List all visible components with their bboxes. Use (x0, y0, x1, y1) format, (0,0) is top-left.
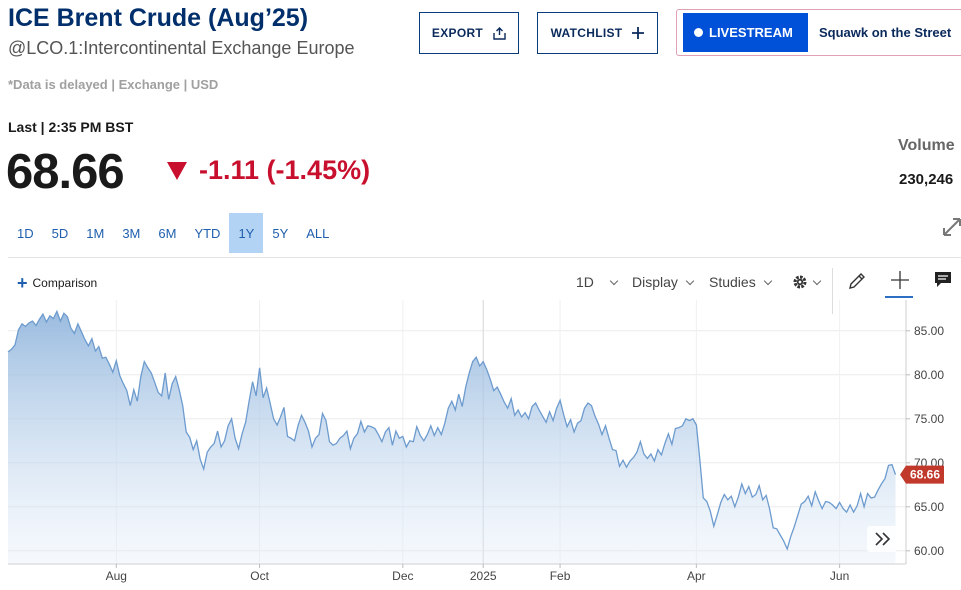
expand-icon[interactable] (941, 213, 961, 239)
volume-value: 230,246 (899, 171, 954, 188)
pencil-icon[interactable] (847, 271, 867, 291)
y-tick-label: 60.00 (914, 544, 944, 558)
chevron-down-icon (812, 276, 822, 285)
last-timestamp: Last | 2:35 PM BST (8, 119, 134, 135)
double-chevron-right-icon (875, 532, 891, 546)
range-1m[interactable]: 1M (86, 225, 105, 241)
crosshair-icon[interactable] (890, 270, 910, 290)
watchlist-label: WATCHLIST (550, 26, 623, 40)
x-tick-label: Jun (830, 569, 849, 583)
interval-dropdown[interactable]: 1D (576, 270, 619, 294)
comment-icon[interactable] (933, 270, 953, 288)
x-tick-label: Apr (687, 569, 706, 583)
chevron-down-icon (685, 276, 695, 285)
chevron-down-icon (609, 276, 619, 285)
range-5d[interactable]: 5D (51, 225, 69, 241)
livestream-show-title[interactable]: Squawk on the Street (819, 25, 952, 40)
delayed-note: *Data is delayed | Exchange | USD (8, 77, 219, 92)
range-3m[interactable]: 3M (122, 225, 141, 241)
x-tick-label: Oct (250, 569, 269, 583)
livestream-label: LIVESTREAM (709, 25, 793, 40)
y-tick-label: 75.00 (914, 412, 944, 426)
last-price-tag-label: 68.66 (910, 468, 940, 482)
range-6m[interactable]: 6M (158, 225, 177, 241)
crosshair-active-indicator (885, 296, 913, 298)
x-tick-label: Dec (392, 569, 413, 583)
plus-icon (632, 27, 645, 39)
plus-icon: + (17, 273, 28, 293)
x-tick-label: 2025 (470, 569, 497, 583)
range-5y[interactable]: 5Y (272, 225, 289, 241)
down-arrow-icon (167, 162, 187, 180)
last-price: 68.66 (6, 145, 125, 199)
watchlist-button[interactable]: WATCHLIST (537, 12, 658, 54)
display-dropdown[interactable]: Display (632, 270, 695, 294)
last-price-tag (900, 465, 944, 484)
gear-icon (793, 275, 807, 289)
y-tick-label: 65.00 (914, 500, 944, 514)
studies-label: Studies (709, 274, 756, 290)
exchange-subtitle: @LCO.1:Intercontinental Exchange Europe (8, 38, 355, 58)
range-all[interactable]: ALL (306, 225, 330, 241)
toolbar-divider (8, 257, 961, 258)
x-tick-label: Feb (550, 569, 571, 583)
settings-dropdown[interactable] (792, 270, 822, 294)
page-title: ICE Brent Crude (Aug’25) (8, 4, 309, 32)
volume-label: Volume (898, 137, 955, 154)
y-tick-label: 85.00 (914, 324, 944, 338)
toolbar-separator (832, 268, 833, 314)
comparison-button[interactable]: + Comparison (17, 273, 98, 293)
studies-dropdown[interactable]: Studies (709, 270, 772, 294)
interval-label: 1D (576, 274, 594, 290)
export-button[interactable]: EXPORT (419, 12, 519, 54)
price-line (7, 309, 897, 551)
range-1d[interactable]: 1D (17, 225, 34, 241)
live-dot-icon (694, 28, 703, 37)
range-selector: 1D 5D 1M 3M 6M YTD 1Y 5Y ALL (8, 213, 338, 253)
y-tick-label: 80.00 (914, 368, 944, 382)
chevron-down-icon (763, 276, 772, 285)
upload-icon (493, 26, 506, 40)
range-1y[interactable]: 1Y (229, 213, 264, 253)
display-label: Display (632, 274, 678, 290)
x-tick-label: Aug (106, 569, 127, 583)
range-ytd[interactable]: YTD (194, 225, 221, 241)
livestream-button[interactable]: LIVESTREAM (683, 13, 808, 52)
livestream-banner[interactable]: LIVESTREAM Squawk on the Street (676, 9, 961, 56)
price-change: -1.11 (-1.45%) (199, 155, 371, 185)
price-area (8, 311, 896, 564)
export-label: EXPORT (431, 26, 484, 40)
comparison-label: Comparison (32, 276, 98, 290)
